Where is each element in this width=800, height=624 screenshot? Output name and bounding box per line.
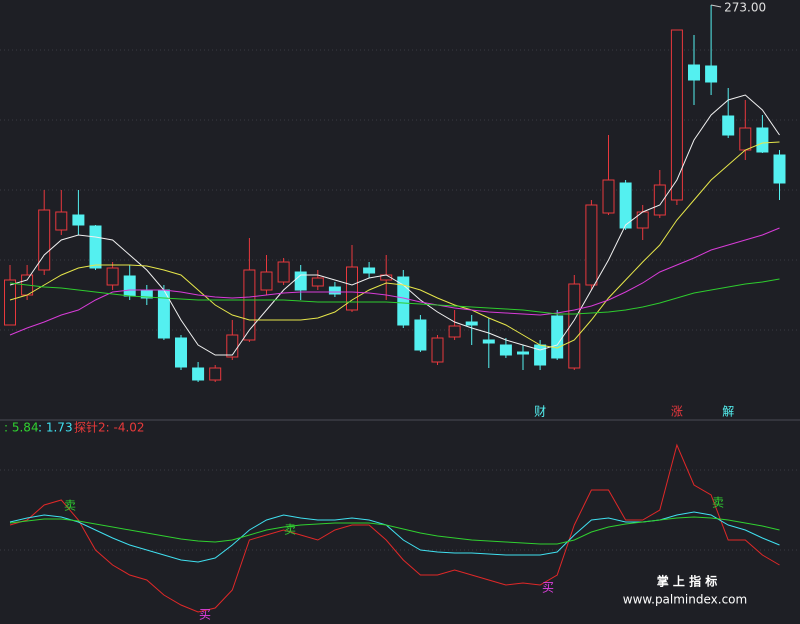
candle-body <box>670 29 683 201</box>
moving-average <box>9 94 780 356</box>
candle-body <box>534 344 547 366</box>
candle-body <box>346 266 358 311</box>
candle-body <box>72 214 85 226</box>
candle-body <box>431 337 444 363</box>
candle-body <box>756 127 769 153</box>
candle-body <box>705 65 718 83</box>
candle-body <box>739 127 752 151</box>
candle-body <box>773 154 786 184</box>
watermark-title: 掌 上 指 标 <box>657 574 718 589</box>
candle-body <box>175 337 187 368</box>
event-label: 财 <box>534 405 546 419</box>
candle-body <box>619 182 632 229</box>
candle-body <box>243 269 256 341</box>
candle-body <box>226 334 239 358</box>
moving-average <box>9 227 780 336</box>
candle-body <box>448 325 461 338</box>
candle-body <box>328 286 341 295</box>
candle-body <box>414 319 427 351</box>
candle-body <box>465 321 478 326</box>
watermark-url: www.palmindex.com <box>623 593 747 607</box>
signal-label: 卖 <box>712 496 724 510</box>
grid <box>0 49 800 551</box>
candle-body <box>294 271 307 291</box>
annotation: 273.00 <box>724 1 766 15</box>
candle-body <box>688 64 700 81</box>
readout: 探针2: -4.02 <box>74 420 145 435</box>
candle-body <box>123 275 136 297</box>
indicator-line <box>9 516 780 545</box>
candle-body <box>311 277 324 287</box>
candle-body <box>4 279 16 326</box>
candle-body <box>551 315 564 359</box>
candle-body <box>277 261 290 283</box>
signal-label: 卖 <box>284 523 296 537</box>
event-label: 涨 <box>671 404 683 419</box>
readout: : 5.84 <box>4 421 39 435</box>
moving-average <box>9 141 780 349</box>
candle-body <box>89 225 102 269</box>
signal-label: 买 <box>199 608 211 622</box>
candle-body <box>397 276 410 326</box>
candle-body <box>192 367 205 381</box>
candle-body <box>499 344 512 356</box>
candle-body <box>517 351 529 355</box>
candle-body <box>106 267 119 286</box>
candle-body <box>55 211 68 231</box>
candle-body <box>722 115 735 136</box>
candle-body <box>653 184 666 216</box>
annotation-leader <box>711 4 722 8</box>
candle-body <box>602 179 615 214</box>
candle-body <box>38 209 51 271</box>
indicator-line <box>9 443 780 613</box>
moving-average <box>9 278 780 315</box>
candle-body <box>568 283 581 369</box>
readout: : 1.73 <box>38 421 73 435</box>
candle-body <box>363 267 376 274</box>
event-label: 解 <box>722 405 734 419</box>
signal-label: 卖 <box>64 499 76 513</box>
candle-body <box>585 204 598 286</box>
candle-body <box>482 339 495 344</box>
signal-label: 买 <box>542 581 554 595</box>
candle-body <box>209 367 222 381</box>
candle-body <box>260 271 273 291</box>
